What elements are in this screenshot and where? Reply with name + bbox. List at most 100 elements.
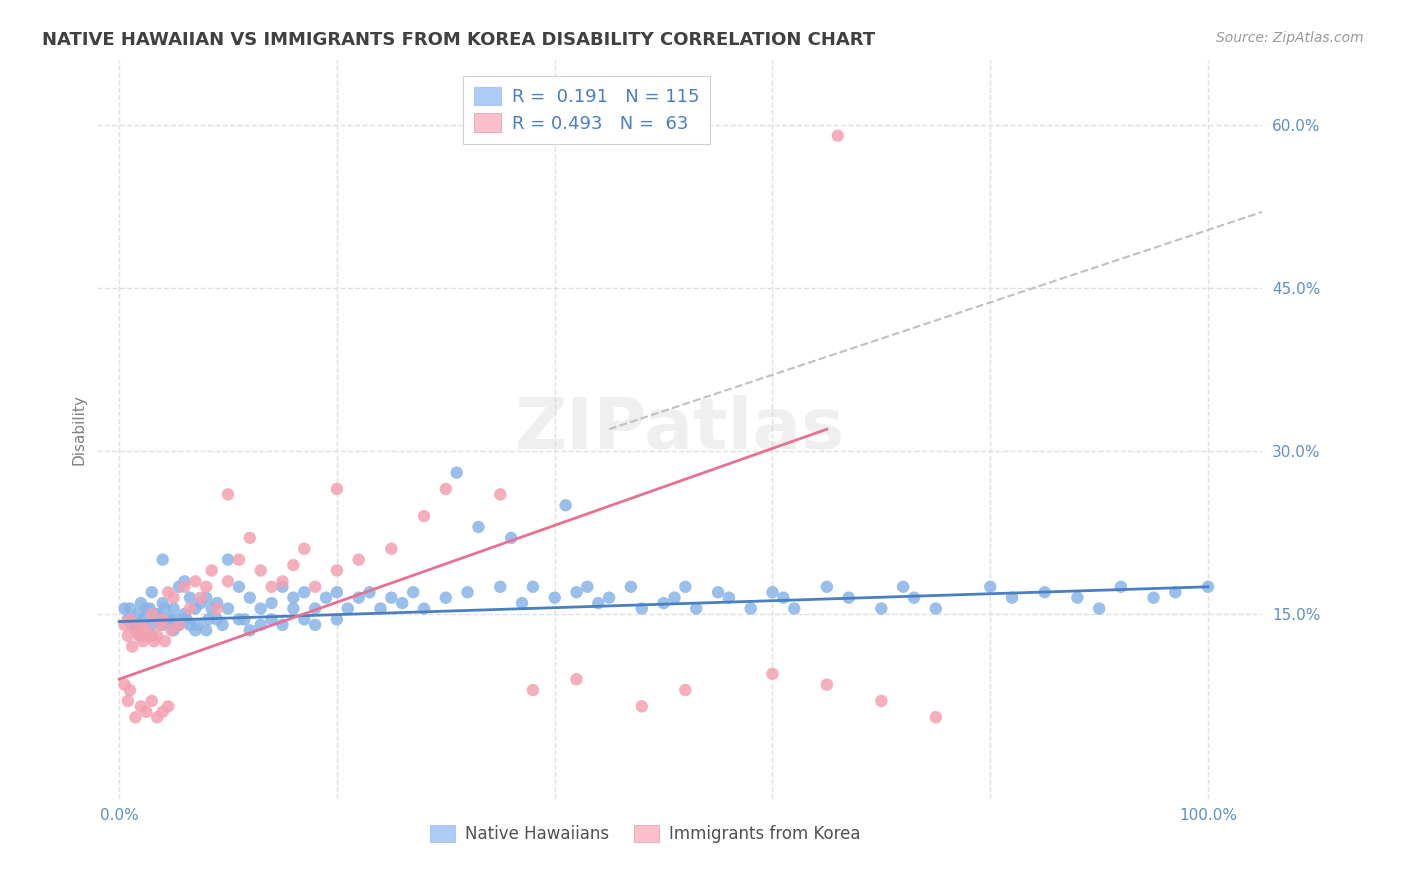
Text: ZIPatlas: ZIPatlas <box>515 394 845 464</box>
Point <box>1197 580 1219 594</box>
Point <box>118 683 141 698</box>
Point <box>522 683 544 698</box>
Point <box>326 482 349 496</box>
Point <box>326 585 349 599</box>
Point <box>673 683 696 698</box>
Point <box>233 612 256 626</box>
Point <box>925 601 948 615</box>
Point <box>467 520 489 534</box>
Point <box>239 591 262 605</box>
Point <box>652 596 675 610</box>
Point <box>129 617 152 632</box>
Point <box>141 629 163 643</box>
Point <box>446 466 468 480</box>
Point <box>117 629 139 643</box>
Point <box>146 710 169 724</box>
Point <box>157 585 180 599</box>
Point <box>326 564 349 578</box>
Point <box>138 601 160 615</box>
Point <box>283 601 305 615</box>
Point <box>370 601 392 615</box>
Point <box>135 624 157 638</box>
Point <box>380 541 402 556</box>
Point <box>146 629 169 643</box>
Point <box>979 580 1001 594</box>
Point <box>217 601 239 615</box>
Point <box>891 580 914 594</box>
Point <box>205 612 228 626</box>
Point <box>167 617 190 632</box>
Text: Source: ZipAtlas.com: Source: ZipAtlas.com <box>1216 31 1364 45</box>
Point <box>186 617 208 632</box>
Point <box>783 601 806 615</box>
Point <box>162 624 184 638</box>
Point <box>292 612 315 626</box>
Point <box>135 705 157 719</box>
Point <box>903 591 925 605</box>
Point <box>124 617 146 632</box>
Point <box>501 531 523 545</box>
Point <box>162 591 184 605</box>
Point <box>141 607 163 621</box>
Point <box>190 596 212 610</box>
Point <box>1142 591 1164 605</box>
Point <box>870 694 893 708</box>
Point <box>260 596 283 610</box>
Point <box>184 574 207 589</box>
Point <box>260 612 283 626</box>
Point <box>205 601 228 615</box>
Point <box>179 617 201 632</box>
Point <box>173 574 195 589</box>
Point <box>141 585 163 599</box>
Point <box>173 607 195 621</box>
Point <box>117 612 139 626</box>
Point <box>586 596 609 610</box>
Point <box>717 591 740 605</box>
Point <box>315 591 337 605</box>
Point <box>304 601 326 615</box>
Point <box>249 564 271 578</box>
Point <box>138 629 160 643</box>
Point <box>114 678 136 692</box>
Point <box>128 629 150 643</box>
Point <box>380 591 402 605</box>
Point <box>152 552 174 566</box>
Point <box>565 585 588 599</box>
Point <box>228 612 250 626</box>
Point <box>157 699 180 714</box>
Point <box>118 612 141 626</box>
Point <box>217 552 239 566</box>
Y-axis label: Disability: Disability <box>72 393 86 465</box>
Point <box>554 498 576 512</box>
Point <box>489 487 512 501</box>
Point <box>673 580 696 594</box>
Point <box>292 541 315 556</box>
Point <box>838 591 860 605</box>
Point <box>761 585 783 599</box>
Point <box>141 694 163 708</box>
Point <box>1164 585 1187 599</box>
Point <box>128 607 150 621</box>
Point <box>143 607 166 621</box>
Point <box>740 601 762 615</box>
Point <box>205 596 228 610</box>
Point <box>249 601 271 615</box>
Point <box>413 509 436 524</box>
Point <box>304 580 326 594</box>
Point <box>815 580 838 594</box>
Point <box>211 617 233 632</box>
Point <box>347 552 370 566</box>
Point <box>160 612 183 626</box>
Point <box>228 580 250 594</box>
Point <box>149 617 172 632</box>
Point <box>153 601 176 615</box>
Point <box>522 580 544 594</box>
Point <box>827 128 849 143</box>
Point <box>434 591 457 605</box>
Point <box>359 585 381 599</box>
Point <box>271 617 294 632</box>
Point <box>118 612 141 626</box>
Point <box>217 487 239 501</box>
Point <box>402 585 425 599</box>
Point <box>347 591 370 605</box>
